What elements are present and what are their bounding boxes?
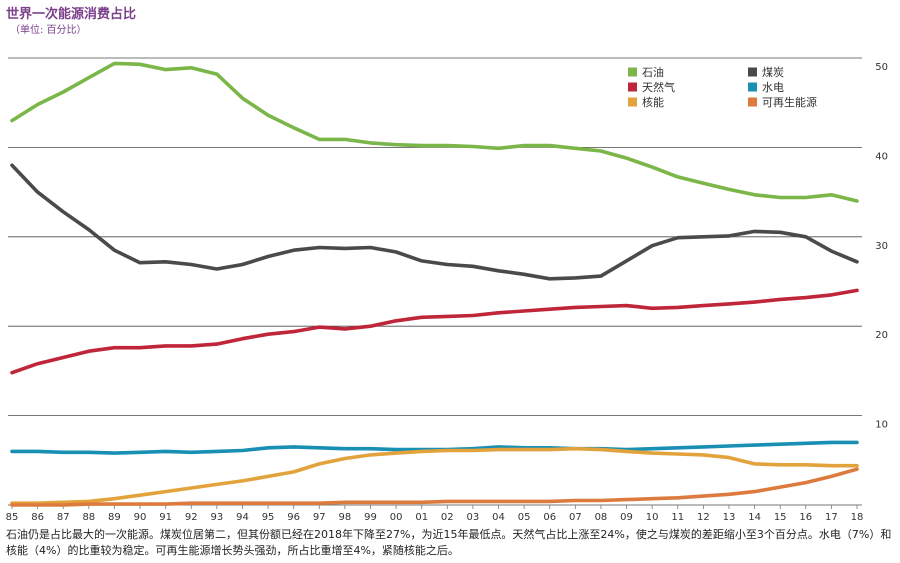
x-tick-label: 16: [799, 512, 812, 523]
x-tick-label: 15: [774, 512, 787, 523]
x-tick-label: 86: [31, 512, 44, 523]
x-tick-label: 85: [6, 512, 19, 523]
x-tick-label: 08: [595, 512, 608, 523]
y-tick-label: 30: [875, 241, 888, 252]
legend-swatch: [748, 97, 757, 107]
series-line: [10, 446, 859, 505]
y-tick-label: 40: [875, 151, 888, 162]
legend-swatch: [748, 82, 757, 92]
legend-swatch: [748, 67, 757, 77]
series-line: [10, 288, 859, 375]
y-axis-ticks: 10 20 30 40 50: [875, 62, 888, 431]
x-tick-label: 01: [415, 512, 428, 523]
x-tick-label: 03: [467, 512, 480, 523]
x-tick-label: 91: [159, 512, 172, 523]
x-tick-label: 88: [82, 512, 95, 523]
series-lines: [10, 61, 859, 507]
x-tick-label: 94: [236, 512, 249, 523]
legend-label: 天然气: [642, 80, 675, 94]
x-tick-label: 92: [185, 512, 198, 523]
x-tick-label: 99: [364, 512, 377, 523]
legend-swatch: [628, 97, 637, 107]
x-tick-label: 09: [620, 512, 633, 523]
x-axis-ticks: 85 86 87 88 89 90 91 92 93 94 95 96 97 98 99 00 01 02 03 04…: [6, 505, 864, 523]
chart-caption: 石油仍是占比最大的一次能源。煤炭位居第二，但其份额已经在2018年下降至27%，…: [6, 528, 892, 557]
series-line: [10, 467, 859, 507]
legend-label: 水电: [762, 81, 784, 94]
x-tick-label: 98: [339, 512, 352, 523]
x-tick-label: 97: [313, 512, 326, 523]
series-line: [10, 61, 859, 203]
gridlines: [8, 57, 862, 506]
x-tick-label: 14: [748, 512, 761, 523]
y-tick-label: 50: [875, 62, 888, 73]
x-tick-label: 93: [210, 512, 223, 523]
x-tick-label: 87: [57, 512, 70, 523]
x-tick-label: 90: [134, 512, 147, 523]
x-tick-label: 17: [825, 512, 838, 523]
x-tick-label: 12: [697, 512, 710, 523]
y-tick-label: 10: [875, 420, 888, 431]
x-tick-label: 95: [262, 512, 275, 523]
legend-label: 可再生能源: [762, 95, 817, 109]
legend-label: 煤炭: [762, 66, 784, 79]
x-tick-label: 07: [569, 512, 582, 523]
legend-swatch: [628, 67, 637, 77]
legend-label: 核能: [642, 95, 664, 109]
x-tick-label: 05: [518, 512, 531, 523]
x-tick-label: 04: [492, 512, 505, 523]
x-tick-label: 06: [543, 512, 556, 523]
x-tick-label: 00: [390, 512, 403, 523]
x-tick-label: 89: [108, 512, 121, 523]
series-line: [10, 163, 859, 281]
legend-label: 石油: [642, 65, 664, 79]
x-tick-label: 18: [851, 512, 864, 523]
chart-title: 世界一次能源消费占比: [6, 7, 137, 22]
x-tick-label: 13: [723, 512, 736, 523]
x-tick-label: 02: [441, 512, 454, 523]
x-tick-label: 11: [671, 512, 684, 523]
y-tick-label: 20: [875, 330, 888, 341]
chart-canvas: 10 20 30 40 50 85 86 87 88 89 90 91 92 93 94 95 96 97 98 9…: [6, 57, 888, 523]
x-tick-label: 96: [287, 512, 300, 523]
legend-swatch: [628, 82, 637, 92]
x-tick-label: 10: [646, 512, 659, 523]
chart-subtitle: （单位: 百分比）: [10, 25, 87, 36]
